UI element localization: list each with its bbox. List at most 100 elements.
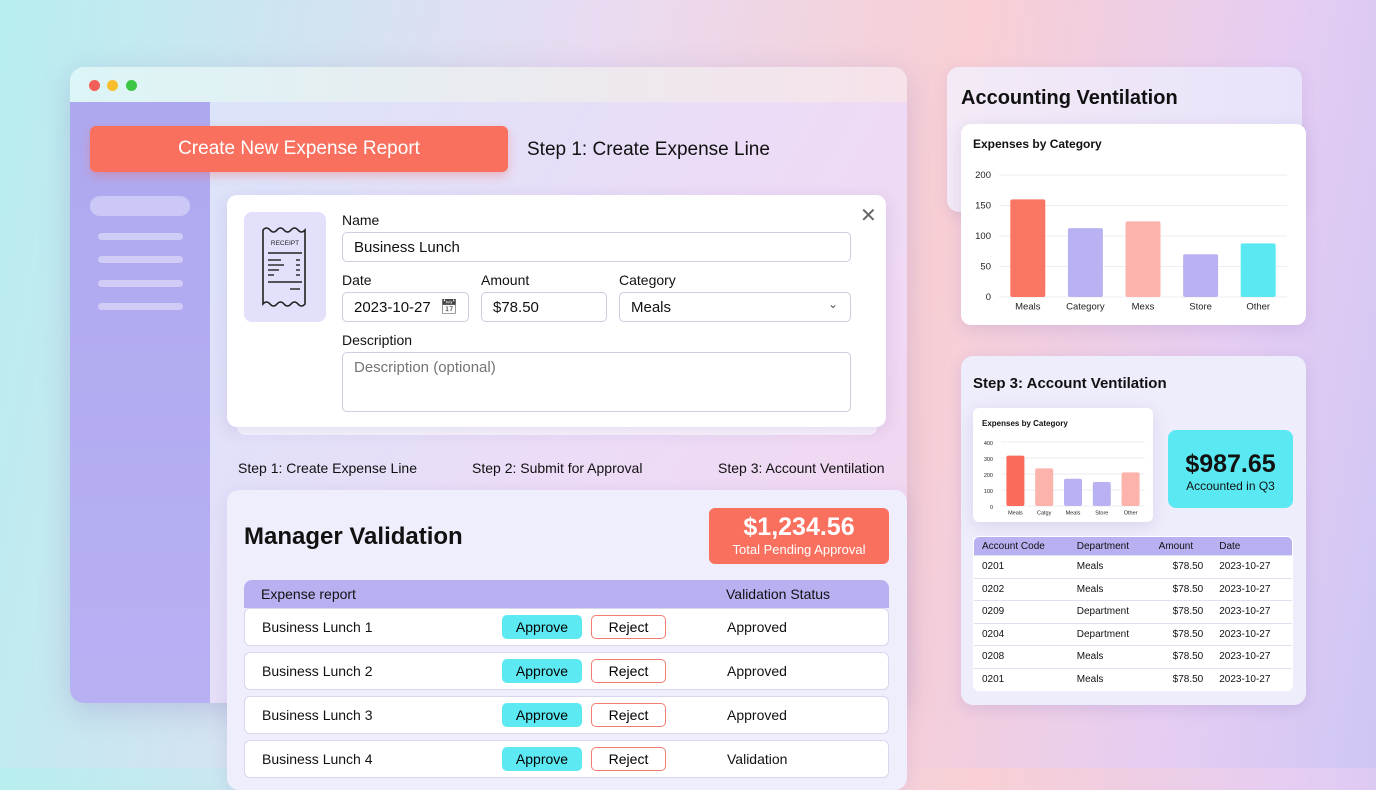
sidebar (70, 102, 210, 703)
cell: 2023-10-27 (1211, 577, 1292, 601)
ventilation-table: Account Code Department Amount Date 0201… (973, 536, 1293, 691)
amount-input[interactable]: $78.50 (481, 292, 607, 322)
step3-title: Step 3: Account Ventilation (973, 375, 1167, 392)
table-row: 0204 Department $78.50 2023-10-27 (974, 622, 1292, 646)
approve-button[interactable]: Approve (502, 703, 582, 727)
column-validation-status: Validation Status (726, 586, 831, 602)
chart-title: Expenses by Category (973, 137, 1102, 151)
sidebar-item-active[interactable] (90, 196, 190, 216)
approve-button[interactable]: Approve (502, 659, 582, 683)
expenses-chart-card: Expenses by Category 0 50 100 150 200 Meals Cat… (961, 124, 1306, 325)
date-value: 2023-10-27 (354, 299, 431, 316)
cell: $78.50 (1150, 645, 1212, 668)
col-date: Date (1211, 537, 1292, 556)
name-label: Name (342, 212, 380, 228)
bar-meals (1006, 455, 1025, 506)
cell: 2023-10-27 (1211, 645, 1292, 668)
sidebar-item[interactable] (98, 303, 183, 310)
name-input[interactable]: Business Lunch (342, 232, 851, 262)
approve-button[interactable]: Approve (502, 747, 582, 771)
table-header: Expense report Validation Status (244, 580, 889, 608)
cell: 2023-10-27 (1211, 555, 1292, 578)
bar-meals (1064, 478, 1082, 506)
y-tick-label: 0 (990, 505, 993, 511)
category-select[interactable]: Meals ⌄ (619, 292, 851, 322)
step-2-label: Step 2: Submit for Approval (472, 460, 643, 476)
amount-label: Amount (481, 272, 530, 288)
bar-other (1121, 472, 1140, 506)
reject-button[interactable]: Reject (591, 615, 666, 639)
bar-store (1092, 482, 1111, 506)
maximize-window-button[interactable] (126, 80, 137, 91)
x-tick-label: Meals (1008, 511, 1023, 517)
cell: $78.50 (1150, 667, 1212, 690)
validation-status: Approved (727, 619, 787, 635)
chart-title: Expenses by Category (982, 419, 1068, 428)
app-window: Create New Expense Report Step 1: Create… (70, 67, 907, 703)
small-chart-card: Expenses by Category 0 100 200 300 400 Meals Ca… (973, 408, 1153, 522)
manager-validation-title: Manager Validation (244, 523, 463, 550)
pending-total-badge: $1,234.56 Total Pending Approval (709, 508, 889, 564)
cell: Meals (1068, 577, 1151, 601)
x-tick-label: Catgy (1037, 511, 1052, 517)
cell: Department (1068, 622, 1151, 646)
create-expense-report-button[interactable]: Create New Expense Report (90, 126, 508, 172)
x-tick-label: Store (1189, 302, 1212, 313)
step-1-label: Step 1: Create Expense Line (238, 460, 418, 476)
table-row: 0202 Meals $78.50 2023-10-27 (974, 577, 1292, 601)
y-tick-label: 200 (975, 170, 991, 181)
close-window-button[interactable] (89, 80, 100, 91)
x-tick-label: Meals (1015, 302, 1041, 313)
reject-button[interactable]: Reject (591, 747, 666, 771)
column-expense-report: Expense report (261, 586, 356, 602)
cell: 2023-10-27 (1211, 622, 1292, 646)
receipt-thumbnail[interactable]: RECEIPT (244, 212, 326, 322)
expenses-by-category-chart: Expenses by Category 0 50 100 150 200 Meals Cat… (973, 137, 1287, 313)
cell: 0201 (974, 555, 1069, 578)
cell: 2023-10-27 (1211, 600, 1292, 623)
calendar-icon[interactable]: 📅︎ (440, 298, 458, 314)
cell: 0202 (974, 577, 1069, 601)
y-tick-label: 50 (980, 262, 991, 273)
reject-button[interactable]: Reject (591, 703, 666, 727)
sidebar-item[interactable] (98, 233, 183, 240)
pending-amount: $1,234.56 (743, 513, 855, 541)
table-row: Business Lunch 4 Approve Reject Validati… (244, 740, 889, 778)
cell: 0204 (974, 622, 1069, 646)
x-tick-label: Category (1066, 302, 1105, 313)
step-3-label: Step 3: Account Ventilation (718, 460, 885, 476)
pending-label: Total Pending Approval (732, 542, 866, 557)
sidebar-item[interactable] (98, 256, 183, 263)
title-bar (70, 67, 907, 102)
y-tick-label: 200 (984, 473, 993, 479)
category-label: Category (619, 272, 676, 288)
report-name: Business Lunch 4 (262, 751, 373, 767)
validation-status: Approved (727, 707, 787, 723)
y-tick-label: 300 (984, 457, 993, 463)
reject-button[interactable]: Reject (591, 659, 666, 683)
cell: Meals (1068, 555, 1151, 578)
accounted-label: Accounted in Q3 (1186, 479, 1275, 493)
cell: 0201 (974, 667, 1069, 690)
minimize-window-button[interactable] (107, 80, 118, 91)
table-row: Business Lunch 2 Approve Reject Approved (244, 652, 889, 690)
cell: $78.50 (1150, 622, 1212, 646)
accounted-badge: $987.65 Accounted in Q3 (1168, 430, 1293, 508)
date-input[interactable]: 2023-10-27 📅︎ (342, 292, 469, 322)
approve-button[interactable]: Approve (502, 615, 582, 639)
date-label: Date (342, 272, 372, 288)
description-input[interactable] (342, 352, 851, 412)
bar-other (1240, 243, 1276, 297)
sidebar-item[interactable] (98, 280, 183, 287)
bar-meals (1010, 199, 1046, 297)
category-value: Meals (631, 299, 672, 316)
bar-store (1183, 254, 1219, 297)
close-icon[interactable]: ✕ (860, 205, 877, 227)
y-tick-label: 100 (984, 489, 993, 495)
small-expenses-chart: Expenses by Category 0 100 200 300 400 Meals Ca… (982, 419, 1145, 517)
accounted-amount: $987.65 (1185, 450, 1276, 478)
y-tick-label: 100 (975, 231, 991, 242)
report-name: Business Lunch 2 (262, 663, 373, 679)
bar-catgy (1035, 468, 1054, 506)
x-tick-label: Other (1246, 302, 1270, 313)
